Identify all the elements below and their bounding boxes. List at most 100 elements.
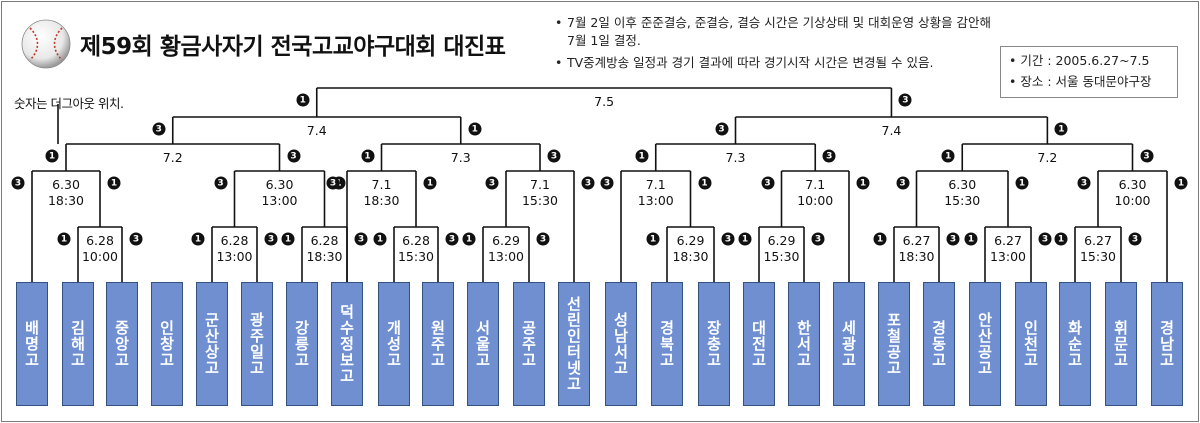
round16-date: 7.1 (371, 177, 392, 192)
team-box: 덕수정보고 (331, 282, 363, 406)
dugout-third-icon: 3 (721, 232, 735, 246)
venue-info: • 장소 : 서울 동대문야구장 (1009, 74, 1152, 89)
team-box: 경북고 (651, 282, 683, 406)
round16-time: 10:00 (1114, 193, 1151, 208)
dugout-first-icon: 1 (964, 232, 978, 246)
quarter-date: 7.3 (725, 150, 746, 165)
team-name: 김해고 (68, 320, 87, 368)
round32-date: 6.27 (1084, 233, 1112, 248)
round16-date: 6.30 (265, 177, 294, 192)
dugout-third-icon: 3 (326, 176, 340, 190)
quarter-date: 7.2 (1037, 150, 1058, 165)
dugout-first-icon: 1 (462, 232, 476, 246)
dugout-third-icon: 3 (811, 232, 825, 246)
round32-time: 18:30 (898, 249, 935, 264)
dugout-first-icon: 1 (738, 232, 752, 246)
round16-date: 7.1 (530, 177, 550, 192)
round32-time: 15:30 (1079, 249, 1117, 264)
team-box: 성남서고 (605, 282, 637, 406)
team-name: 광주일고 (247, 312, 266, 376)
dugout-first-icon: 1 (373, 232, 387, 246)
note-2-text: TV중계방송 일정과 경기 결과에 따라 경기시작 시간은 변경될 수 있음. (567, 55, 934, 70)
team-box: 경동고 (923, 282, 955, 406)
round16-date: 7.1 (645, 177, 666, 192)
dugout-third-icon: 3 (152, 122, 166, 136)
dugout-third-icon: 3 (354, 232, 368, 246)
round16-date: 7.1 (805, 177, 826, 192)
round32-date: 6.28 (310, 233, 339, 248)
dugout-third-icon: 3 (946, 232, 960, 246)
team-box: 장충고 (698, 282, 730, 406)
team-box: 광주일고 (241, 282, 273, 406)
team-name: 화순고 (1065, 320, 1084, 368)
dugout-first-icon: 1 (1054, 122, 1068, 136)
round32-date: 6.29 (767, 233, 796, 248)
team-box: 중앙고 (106, 282, 138, 406)
dugout-first-icon: 1 (107, 176, 121, 190)
dugout-third-icon: 3 (1128, 232, 1142, 246)
round16-date: 6.30 (1118, 177, 1147, 192)
info-box: • 기간 : 2005.6.27~7.5 • 장소 : 서울 동대문야구장 (1000, 46, 1178, 98)
team-name: 중앙고 (112, 320, 131, 368)
dugout-first-icon: 1 (873, 232, 887, 246)
dugout-first-icon: 1 (856, 176, 870, 190)
team-name: 선린인터넷고 (564, 296, 583, 392)
team-name: 성남서고 (611, 312, 630, 376)
round32-date: 6.28 (86, 233, 114, 248)
dugout-first-icon: 1 (698, 176, 711, 190)
round16-date: 6.30 (52, 177, 80, 192)
round16-time: 15:30 (521, 193, 559, 208)
dugout-third-icon: 3 (822, 149, 836, 163)
dugout-first-icon: 1 (635, 149, 649, 163)
team-name: 대전고 (749, 320, 768, 368)
team-box: 배명고 (16, 282, 48, 406)
round16-time: 18:30 (47, 193, 85, 208)
dugout-third-icon: 3 (547, 149, 561, 163)
team-box: 공주고 (513, 282, 545, 406)
round32-date: 6.29 (492, 233, 520, 248)
team-name: 공주고 (519, 320, 538, 368)
dugout-first-icon: 1 (1015, 176, 1029, 190)
dugout-first-icon: 1 (361, 149, 374, 163)
dugout-first-icon: 1 (1174, 176, 1188, 190)
round32-time: 13:00 (487, 249, 525, 264)
note-1: • 7월 2일 이후 준준결승, 준결승, 결승 시간은 기상상태 및 대회운영 … (553, 14, 993, 50)
quarter-date: 7.2 (162, 150, 183, 165)
team-box: 군산상고 (196, 282, 228, 406)
round16-time: 10:00 (797, 193, 834, 208)
team-name: 안산공고 (975, 312, 994, 376)
dugout-third-icon: 3 (536, 232, 550, 246)
team-name: 덕수정보고 (337, 304, 356, 384)
dugout-third-icon: 3 (715, 122, 728, 136)
team-box: 포철공고 (878, 282, 910, 406)
team-box: 화순고 (1059, 282, 1091, 406)
dugout-first-icon: 1 (941, 149, 955, 163)
dugout-first-icon: 1 (646, 232, 660, 246)
team-box: 인천고 (1015, 282, 1047, 406)
dugout-first-icon: 1 (296, 93, 310, 107)
title-area: 제59회 황금사자기 전국고교야구대회 대진표 (20, 16, 506, 72)
dugout-third-icon: 3 (287, 149, 300, 163)
dugout-third-icon: 3 (898, 93, 912, 107)
team-box: 인창고 (151, 282, 183, 406)
team-box: 개성고 (378, 282, 410, 406)
team-name: 배명고 (22, 320, 41, 368)
round32-date: 6.28 (402, 233, 430, 248)
team-box: 세광고 (833, 282, 865, 406)
round32-date: 6.29 (676, 233, 705, 248)
dugout-third-icon: 3 (581, 176, 595, 190)
dugout-third-icon: 3 (485, 176, 499, 190)
round16-time: 15:30 (944, 193, 981, 208)
team-name: 휘문고 (1111, 320, 1130, 368)
team-box: 김해고 (62, 282, 94, 406)
dugout-third-icon: 3 (11, 176, 25, 190)
team-name: 서울고 (473, 320, 492, 368)
final-date: 7.5 (594, 94, 615, 109)
round16-time: 18:30 (363, 193, 400, 208)
dugout-third-icon: 3 (214, 176, 227, 190)
team-name: 군산상고 (202, 312, 221, 376)
dugout-first-icon: 1 (281, 232, 295, 246)
semi-date: 7.4 (881, 123, 902, 138)
